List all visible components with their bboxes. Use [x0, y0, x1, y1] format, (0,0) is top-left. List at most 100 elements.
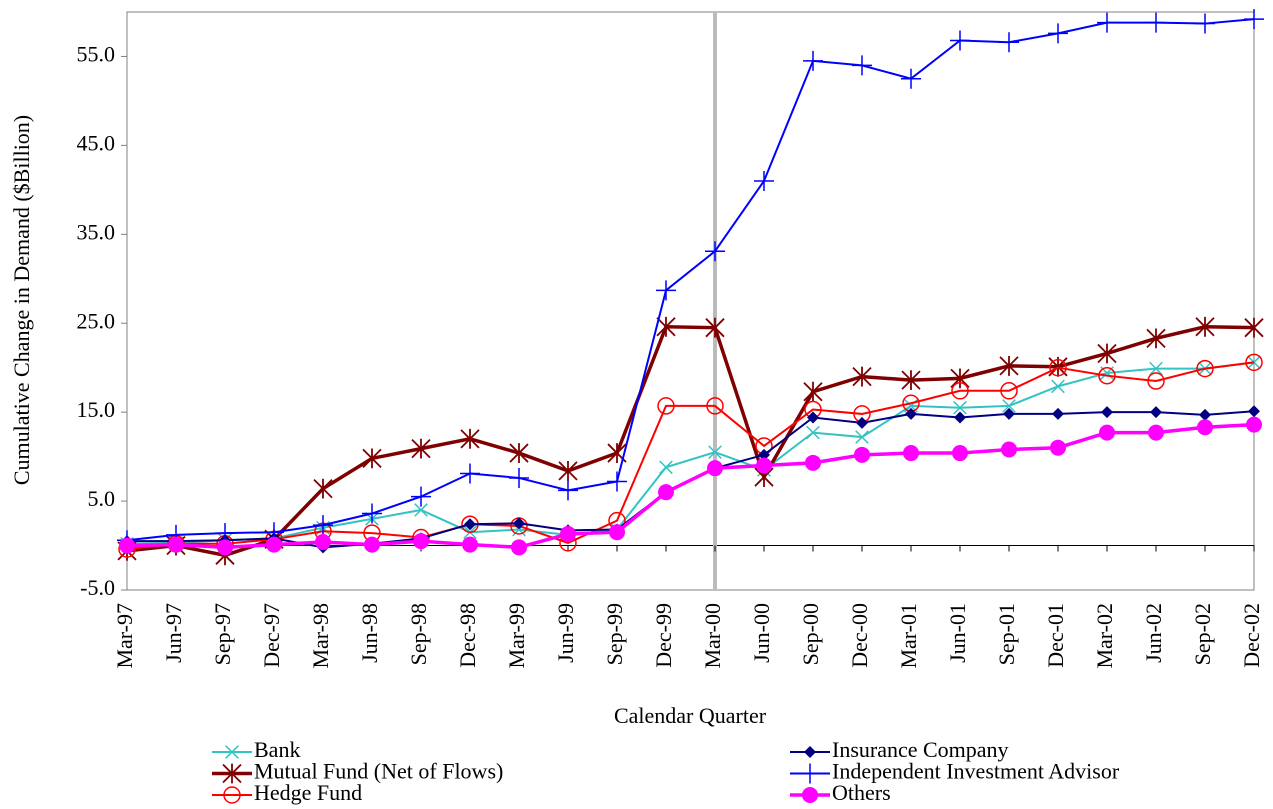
data-point: [1147, 372, 1165, 390]
data-point: [854, 446, 870, 463]
data-point-part: [413, 533, 429, 550]
legend-marker-part: [225, 745, 239, 759]
legend-marker: [800, 763, 820, 784]
data-point: [1003, 407, 1015, 420]
data-point: [558, 460, 578, 481]
data-point-part: [362, 503, 382, 524]
data-point-part: [1051, 379, 1065, 394]
data-point-part: [168, 536, 184, 553]
x-tick-label: Sep-00: [798, 603, 823, 665]
data-point-part: [1146, 328, 1166, 349]
data-point-part: [1098, 366, 1116, 385]
y-tick-label: 25.0: [77, 308, 116, 333]
series-line: [126, 422, 1255, 550]
data-point-part: [509, 467, 529, 488]
x-tick-label: Mar-97: [112, 603, 137, 669]
x-tick-label: Jun-99: [553, 603, 578, 663]
x-tick-label: Mar-01: [896, 603, 921, 669]
data-point: [1101, 406, 1113, 419]
data-point: [1244, 9, 1264, 30]
data-point: [756, 457, 772, 474]
legend-marker: [804, 746, 816, 758]
legend-label: Independent Investment Advisor: [832, 759, 1120, 784]
data-point-part: [411, 438, 431, 459]
data-point: [609, 524, 625, 541]
data-point: [411, 438, 431, 459]
x-tick-label: Sep-99: [602, 603, 627, 665]
data-point: [1146, 328, 1166, 349]
data-point: [1052, 407, 1064, 420]
data-point-part: [758, 448, 770, 461]
data-point: [658, 484, 674, 501]
y-tick-label: 45.0: [77, 130, 116, 155]
data-point-part: [1050, 439, 1066, 456]
data-point: [852, 55, 872, 76]
data-point: [414, 503, 428, 517]
data-point: [511, 539, 527, 556]
data-point-part: [1245, 353, 1263, 372]
data-point-part: [754, 170, 774, 191]
x-tick-label: Jun-98: [357, 603, 382, 663]
data-point: [560, 525, 576, 542]
x-tick-label: Mar-98: [308, 603, 333, 669]
data-point: [901, 68, 921, 89]
data-point: [1197, 419, 1213, 436]
data-point: [558, 480, 578, 501]
data-point: [1097, 12, 1117, 33]
data-point-part: [901, 68, 921, 89]
data-point-part: [513, 517, 525, 530]
data-point-part: [414, 503, 428, 517]
data-point-part: [1199, 408, 1211, 421]
x-tick-label: Sep-97: [210, 603, 235, 665]
data-point: [362, 503, 382, 524]
data-point: [903, 445, 919, 462]
data-point-part: [1049, 358, 1067, 377]
x-axis-label: Calendar Quarter: [614, 703, 767, 728]
data-point: [905, 407, 917, 420]
data-point: [950, 368, 970, 389]
data-point: [1048, 23, 1068, 44]
data-point: [708, 445, 722, 459]
data-point-part: [852, 55, 872, 76]
data-point: [1051, 379, 1065, 394]
legend-marker-part: [802, 787, 818, 803]
data-point: [607, 471, 627, 492]
data-point-part: [1244, 9, 1264, 30]
data-point-part: [558, 480, 578, 501]
data-point-part: [952, 445, 968, 462]
data-point-part: [803, 50, 823, 71]
data-point: [315, 533, 331, 550]
data-point-part: [558, 460, 578, 481]
data-point: [168, 536, 184, 553]
data-point-part: [1052, 407, 1064, 420]
data-point: [313, 478, 333, 499]
data-point: [509, 467, 529, 488]
legend-label: Others: [832, 780, 891, 805]
data-point: [1196, 359, 1214, 378]
data-point-part: [807, 411, 819, 424]
data-point-part: [855, 430, 869, 444]
data-point-part: [315, 533, 331, 550]
data-point-part: [1248, 405, 1260, 418]
x-tick-label: Dec-97: [259, 603, 284, 668]
data-point: [1000, 382, 1018, 400]
data-point-part: [362, 448, 382, 469]
data-point: [901, 370, 921, 391]
data-point: [954, 411, 966, 424]
data-point: [1098, 366, 1116, 385]
data-point: [852, 366, 872, 387]
data-point-part: [119, 537, 135, 554]
x-tick-label: Dec-98: [455, 603, 480, 668]
data-point-part: [805, 454, 821, 471]
legend-label: Hedge Fund: [254, 780, 362, 805]
data-point-part: [657, 397, 675, 415]
legend-label: Bank: [254, 737, 300, 762]
data-point: [513, 517, 525, 530]
data-point-part: [852, 366, 872, 387]
data-point-part: [1147, 372, 1165, 390]
data-point-part: [460, 463, 480, 484]
data-point-part: [707, 460, 723, 477]
data-point-part: [1196, 359, 1214, 378]
